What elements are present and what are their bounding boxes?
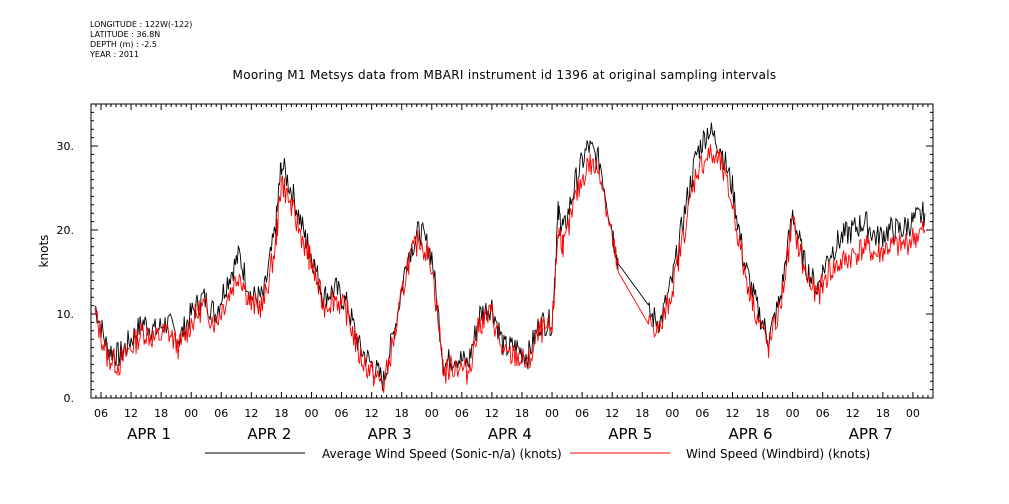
x-hour-label: 06 xyxy=(575,407,589,420)
x-hour-label: 18 xyxy=(395,407,409,420)
x-hour-label: 06 xyxy=(214,407,228,420)
depth-label: DEPTH (m) : -2.5 xyxy=(90,40,157,49)
legend-label-windbird: Wind Speed (Windbird) (knots) xyxy=(686,447,870,461)
x-hour-label: 12 xyxy=(244,407,258,420)
longitude-label: LONGITUDE : 122W(-122) xyxy=(90,20,193,29)
x-day-label: APR 3 xyxy=(368,425,412,443)
x-hour-label: 18 xyxy=(274,407,288,420)
x-hour-label: 18 xyxy=(154,407,168,420)
year-label: YEAR : 2011 xyxy=(90,50,140,59)
x-hour-label: 06 xyxy=(695,407,709,420)
x-hour-label: 12 xyxy=(725,407,739,420)
x-hour-label: 12 xyxy=(124,407,138,420)
y-tick-label: 0. xyxy=(64,392,75,405)
x-day-label: APR 1 xyxy=(127,425,171,443)
x-hour-label: 06 xyxy=(455,407,469,420)
x-day-label: APR 4 xyxy=(488,425,532,443)
series-line-windbird xyxy=(94,144,926,393)
x-hour-label: 06 xyxy=(94,407,108,420)
x-hour-label: 12 xyxy=(365,407,379,420)
x-hour-label: 12 xyxy=(846,407,860,420)
x-hour-label: 00 xyxy=(906,407,920,420)
x-axis-ticks xyxy=(95,104,934,398)
x-hour-label: 00 xyxy=(786,407,800,420)
x-hour-label: 18 xyxy=(756,407,770,420)
metadata-block: LONGITUDE : 122W(-122) LATITUDE : 36.8N … xyxy=(90,20,192,60)
x-hour-label: 00 xyxy=(184,407,198,420)
x-hour-label: 06 xyxy=(816,407,830,420)
x-hour-label: 00 xyxy=(425,407,439,420)
y-axis-ticks xyxy=(91,103,933,399)
y-tick-label: 20. xyxy=(57,224,75,237)
x-hour-label: 00 xyxy=(304,407,318,420)
x-hour-label: 18 xyxy=(635,407,649,420)
y-tick-label: 10. xyxy=(57,308,75,321)
x-hour-label: 12 xyxy=(605,407,619,420)
x-hour-label: 18 xyxy=(515,407,529,420)
x-hour-label: 00 xyxy=(545,407,559,420)
x-hour-label: 18 xyxy=(876,407,890,420)
x-day-label: APR 2 xyxy=(247,425,291,443)
plot-frame xyxy=(90,103,934,399)
x-hour-label: 12 xyxy=(485,407,499,420)
y-tick-label: 30. xyxy=(57,140,75,153)
x-hour-label: 06 xyxy=(335,407,349,420)
y-axis-label: knots xyxy=(37,235,51,268)
x-day-label: APR 7 xyxy=(849,425,893,443)
latitude-label: LATITUDE : 36.8N xyxy=(90,30,161,39)
legend-label-sonic: Average Wind Speed (Sonic-n/a) (knots) xyxy=(322,447,562,461)
x-day-label: APR 5 xyxy=(608,425,652,443)
chart-title: Mooring M1 Metsys data from MBARI instru… xyxy=(232,68,777,82)
x-day-label: APR 6 xyxy=(729,425,773,443)
x-hour-label: 00 xyxy=(665,407,679,420)
